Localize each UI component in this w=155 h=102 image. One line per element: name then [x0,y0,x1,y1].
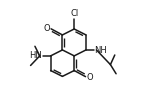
Text: O: O [87,73,93,82]
Text: NH: NH [94,46,107,55]
Text: HN: HN [29,51,42,60]
Text: O: O [43,24,50,33]
Text: Cl: Cl [70,9,78,18]
